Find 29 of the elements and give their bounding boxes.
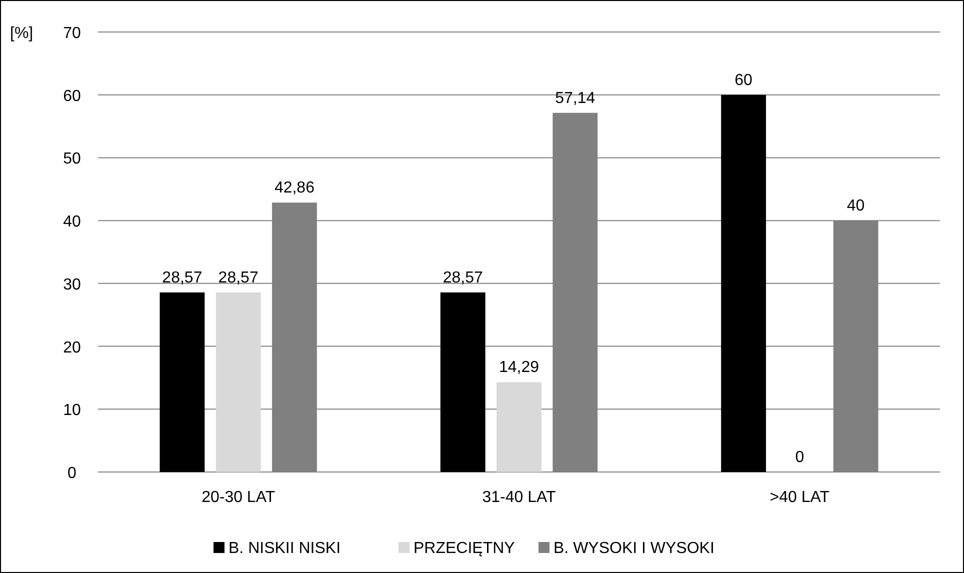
bar: [496, 382, 542, 472]
data-label: 28,57: [162, 269, 202, 286]
y-axis-title: [%]: [10, 25, 34, 42]
y-tick-label: 30: [63, 276, 81, 294]
data-label: 28,57: [442, 269, 483, 286]
y-tick-label: 20: [63, 339, 81, 356]
data-label: 42,86: [274, 180, 315, 197]
data-label: 14,29: [498, 359, 540, 376]
x-tick-label: >40 LAT: [770, 489, 830, 506]
data-label: 0: [795, 449, 804, 466]
data-label: 60: [734, 72, 753, 89]
data-label: 57,14: [555, 90, 596, 107]
legend-label: B. WYSOKI I WYSOKI: [554, 540, 714, 557]
bar: [721, 94, 766, 472]
x-tick-label: 20-30 LAT: [202, 489, 276, 506]
y-tick-label: 0: [68, 465, 77, 482]
bar: [440, 292, 486, 472]
y-tick-label: 50: [63, 150, 81, 168]
bar: [160, 292, 205, 472]
data-label: 40: [846, 198, 865, 215]
x-tick-label: 31-40 LAT: [482, 489, 556, 506]
data-label: 28,57: [218, 269, 258, 286]
y-tick-label: 40: [63, 214, 81, 231]
y-tick-label: 10: [63, 402, 81, 420]
y-tick-label: 70: [63, 25, 81, 42]
legend-label: PRZECIĘTNY: [414, 540, 516, 557]
bar: [216, 292, 261, 472]
y-tick-label: 60: [63, 88, 81, 105]
legend-label: B. NISKII NISKI: [228, 540, 341, 557]
